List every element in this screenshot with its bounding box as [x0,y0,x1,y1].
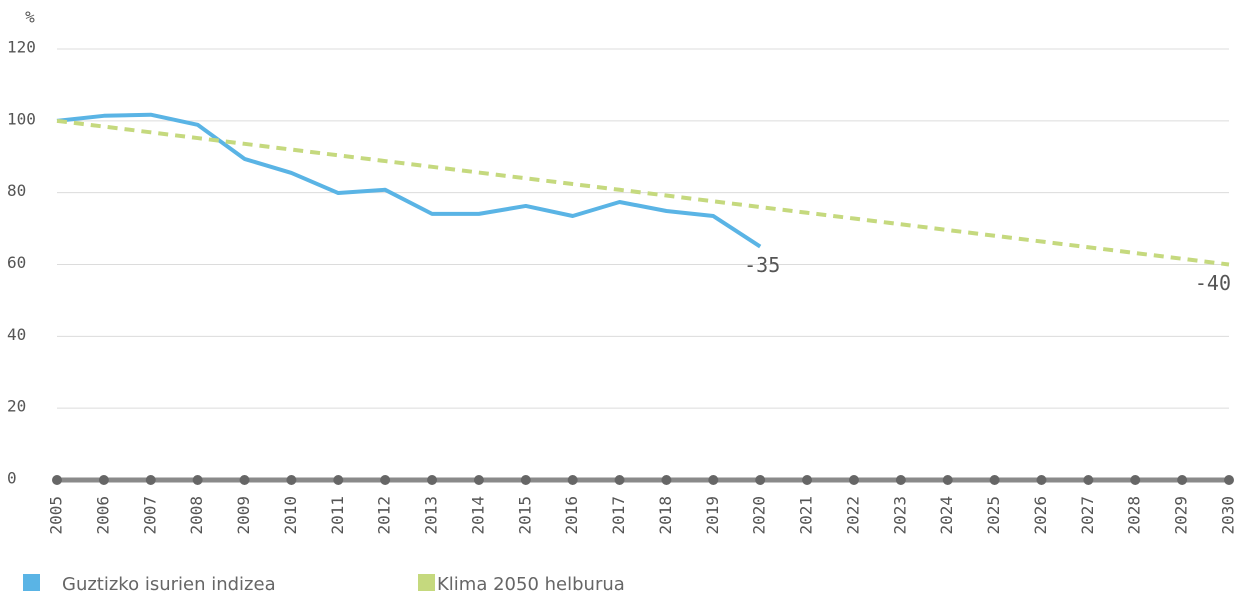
y-tick-label: 0 [7,469,17,488]
y-tick-label: 80 [7,181,26,200]
x-tick-dot [1177,475,1188,485]
x-tick-label: 2012 [375,496,394,535]
x-tick-label: 2016 [562,496,581,535]
series-line [56,112,762,249]
series-line [56,118,1230,267]
x-tick-label: 2017 [609,496,628,535]
y-tick-label: 100 [7,109,36,128]
x-tick-dot [567,475,578,485]
x-tick-dot [1224,475,1234,485]
x-tick-label: 2015 [515,496,534,535]
legend-label: Guztizko isurien indizea [62,574,276,595]
x-tick-dot [755,475,766,485]
legend-swatch [23,574,40,591]
x-tick-dot [1130,475,1141,485]
y-tick-label: 40 [7,325,26,344]
x-tick-label: 2030 [1219,496,1238,535]
x-tick-label: 2027 [1078,496,1097,535]
x-tick-label: 2011 [328,496,347,535]
x-tick-dot [333,475,344,485]
y-axis-label: % [25,8,35,27]
x-tick-label: 2009 [234,496,253,535]
x-tick-dot [989,475,1000,485]
x-tick-label: 2013 [422,496,441,535]
x-tick-dot [473,475,484,485]
x-tick-label: 2029 [1172,496,1191,535]
x-tick-dot [895,475,906,485]
x-tick-dot [848,475,859,485]
x-tick-dot [239,475,250,485]
x-tick-dot [286,475,297,485]
x-tick-label: 2025 [984,496,1003,535]
x-tick-dot [708,475,719,485]
x-tick-dot [380,475,391,485]
x-tick-dot [802,475,813,485]
y-tick-label: 120 [7,38,36,57]
x-tick-dot [1083,475,1094,485]
x-tick-dot [520,475,531,485]
x-tick-label: 2007 [140,496,159,535]
legend-swatch [418,574,435,591]
x-tick-label: 2026 [1031,496,1050,535]
x-tick-dot [661,475,672,485]
x-tick-dot [427,475,438,485]
x-tick-label: 2018 [656,496,675,535]
x-tick-dot [614,475,625,485]
x-tick-label: 2005 [47,496,66,535]
x-tick-label: 2021 [797,496,816,535]
x-tick-dot [942,475,953,485]
x-tick-label: 2014 [468,496,487,535]
x-tick-label: 2020 [750,496,769,535]
x-tick-label: 2028 [1125,496,1144,535]
y-tick-label: 60 [7,253,26,272]
x-tick-dot [52,475,62,485]
x-tick-dot [98,475,109,485]
x-tick-label: 2019 [703,496,722,535]
annotation: -35 [744,253,780,277]
legend-label: Klima 2050 helburua [437,574,625,595]
x-tick-dot [1036,475,1047,485]
x-tick-label: 2008 [187,496,206,535]
x-tick-label: 2024 [937,496,956,535]
x-tick-label: 2023 [890,496,909,535]
x-tick-dot [145,475,156,485]
x-tick-label: 2010 [281,496,300,535]
annotation: -40 [1195,271,1231,295]
x-tick-label: 2006 [93,496,112,535]
x-tick-dot [192,475,203,485]
y-tick-label: 20 [7,397,26,416]
x-tick-label: 2022 [843,496,862,535]
